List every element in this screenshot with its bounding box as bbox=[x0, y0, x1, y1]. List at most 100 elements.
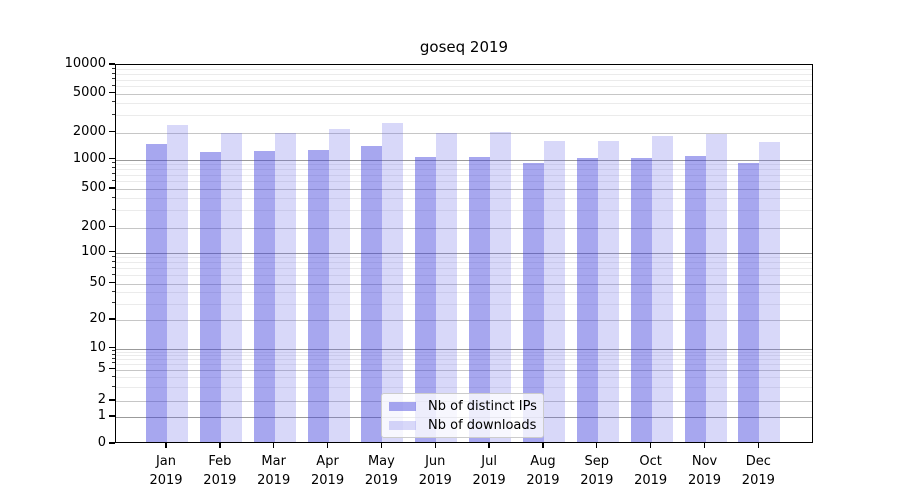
bar-distinct-ips bbox=[630, 157, 652, 442]
bar-distinct-ips bbox=[576, 157, 598, 442]
y-tick-label: 2 bbox=[97, 392, 106, 407]
gridline-major bbox=[116, 159, 812, 161]
y-axis-tick bbox=[109, 415, 115, 417]
bar-downloads bbox=[651, 136, 673, 442]
gridline-minor bbox=[116, 262, 812, 264]
x-tick-label-year: 2019 bbox=[741, 473, 775, 488]
x-tick-label: Jun 2019 bbox=[405, 452, 465, 490]
bar-downloads bbox=[436, 133, 458, 442]
y-axis-tick bbox=[109, 318, 115, 320]
y-tick-label: 200 bbox=[81, 218, 106, 234]
bar-downloads bbox=[382, 122, 404, 442]
x-tick-label-month: Apr bbox=[316, 454, 339, 469]
bar-downloads bbox=[167, 124, 188, 442]
gridline-minor bbox=[116, 257, 812, 259]
y-axis-tick bbox=[109, 91, 115, 94]
bar-distinct-ips bbox=[199, 152, 221, 442]
y-tick-label: 10000 bbox=[64, 56, 106, 71]
x-tick-label: May 2019 bbox=[351, 452, 411, 490]
y-axis-minor-tick bbox=[111, 350, 115, 352]
bar-downloads bbox=[328, 129, 350, 442]
bar-downloads bbox=[597, 140, 619, 442]
y-axis-minor-tick bbox=[111, 353, 115, 355]
gridline-major bbox=[116, 227, 812, 229]
y-axis-minor-tick bbox=[111, 84, 115, 86]
x-axis-tick bbox=[757, 443, 760, 448]
bar-downloads bbox=[705, 134, 727, 442]
x-tick-label: Oct 2019 bbox=[621, 452, 681, 490]
legend-item-distinct-ips: Nb of distinct IPs bbox=[389, 398, 537, 414]
gridline-minor bbox=[116, 275, 812, 277]
x-tick-label: Apr 2019 bbox=[298, 452, 358, 490]
gridline-minor bbox=[116, 387, 812, 389]
y-tick-label: 0 bbox=[97, 435, 106, 450]
y-axis-minor-tick bbox=[111, 385, 115, 387]
y-axis-minor-tick bbox=[111, 113, 115, 115]
gridline-minor bbox=[116, 359, 812, 361]
gridline-major bbox=[116, 369, 812, 371]
x-axis-tick bbox=[273, 443, 275, 448]
gridline-minor bbox=[116, 210, 812, 212]
x-axis-tick bbox=[165, 443, 167, 448]
x-tick-label-year: 2019 bbox=[418, 473, 452, 488]
bar-downloads bbox=[490, 131, 512, 442]
y-axis-minor-tick bbox=[111, 196, 115, 198]
bar-distinct-ips bbox=[253, 151, 275, 442]
x-tick-label-month: Oct bbox=[639, 454, 662, 469]
bar-downloads bbox=[543, 141, 565, 442]
bar-downloads bbox=[220, 132, 242, 442]
gridline-minor bbox=[116, 355, 812, 357]
bar-distinct-ips bbox=[469, 156, 491, 442]
gridline-minor bbox=[116, 79, 812, 81]
legend-label-downloads: Nb of downloads bbox=[428, 417, 537, 433]
y-axis-minor-tick bbox=[111, 78, 115, 80]
x-tick-label-year: 2019 bbox=[526, 473, 560, 488]
y-axis-minor-tick bbox=[111, 290, 115, 292]
y-tick-label: 5 bbox=[97, 360, 106, 376]
x-axis-tick bbox=[649, 443, 652, 448]
y-tick-label: 20 bbox=[89, 311, 106, 326]
y-tick-label: 500 bbox=[81, 180, 106, 195]
gridline-minor bbox=[116, 163, 812, 165]
y-axis-tick bbox=[109, 63, 115, 65]
gridline-major bbox=[116, 348, 812, 350]
x-axis-tick bbox=[326, 443, 329, 448]
x-axis-tick bbox=[380, 443, 383, 448]
y-tick-label: 50 bbox=[89, 274, 106, 290]
gridline-minor bbox=[116, 181, 812, 183]
y-axis-tick bbox=[109, 187, 115, 189]
bar-downloads bbox=[274, 132, 296, 442]
y-axis-minor-tick bbox=[111, 101, 115, 103]
x-tick-label-month: Dec bbox=[745, 454, 771, 469]
y-axis-minor-tick bbox=[111, 266, 115, 268]
plot-area: Nb of distinct IPs Nb of downloads bbox=[115, 64, 813, 443]
gridline-major bbox=[116, 189, 812, 190]
gridline-major bbox=[116, 132, 812, 134]
bar-distinct-ips bbox=[415, 156, 437, 442]
gridline-minor bbox=[116, 74, 812, 76]
x-tick-label-year: 2019 bbox=[580, 473, 614, 488]
x-tick-label-month: Jun bbox=[425, 454, 446, 469]
gridline-minor bbox=[116, 69, 812, 71]
y-tick-label: 5000 bbox=[72, 84, 106, 100]
legend-swatch-distinct-ips bbox=[389, 401, 416, 411]
y-axis-minor-tick bbox=[111, 167, 115, 169]
x-tick-label-year: 2019 bbox=[203, 473, 237, 488]
legend-item-downloads: Nb of downloads bbox=[389, 417, 536, 433]
y-axis-tick bbox=[109, 130, 115, 133]
legend-swatch-downloads bbox=[389, 420, 416, 430]
y-axis-tick bbox=[109, 367, 115, 370]
x-axis-tick bbox=[488, 443, 490, 448]
y-axis-tick bbox=[109, 225, 115, 228]
x-axis-tick bbox=[596, 443, 598, 448]
x-tick-label-month: Mar bbox=[261, 454, 286, 469]
y-axis-minor-tick bbox=[111, 273, 115, 275]
x-axis-tick bbox=[703, 443, 706, 448]
x-tick-label: Jul 2019 bbox=[459, 452, 519, 490]
x-tick-label-year: 2019 bbox=[311, 473, 345, 488]
y-axis-tick bbox=[109, 442, 115, 444]
x-tick-label: Jan 2019 bbox=[136, 452, 196, 490]
x-axis-tick bbox=[434, 443, 436, 448]
y-axis-tick bbox=[109, 250, 115, 253]
